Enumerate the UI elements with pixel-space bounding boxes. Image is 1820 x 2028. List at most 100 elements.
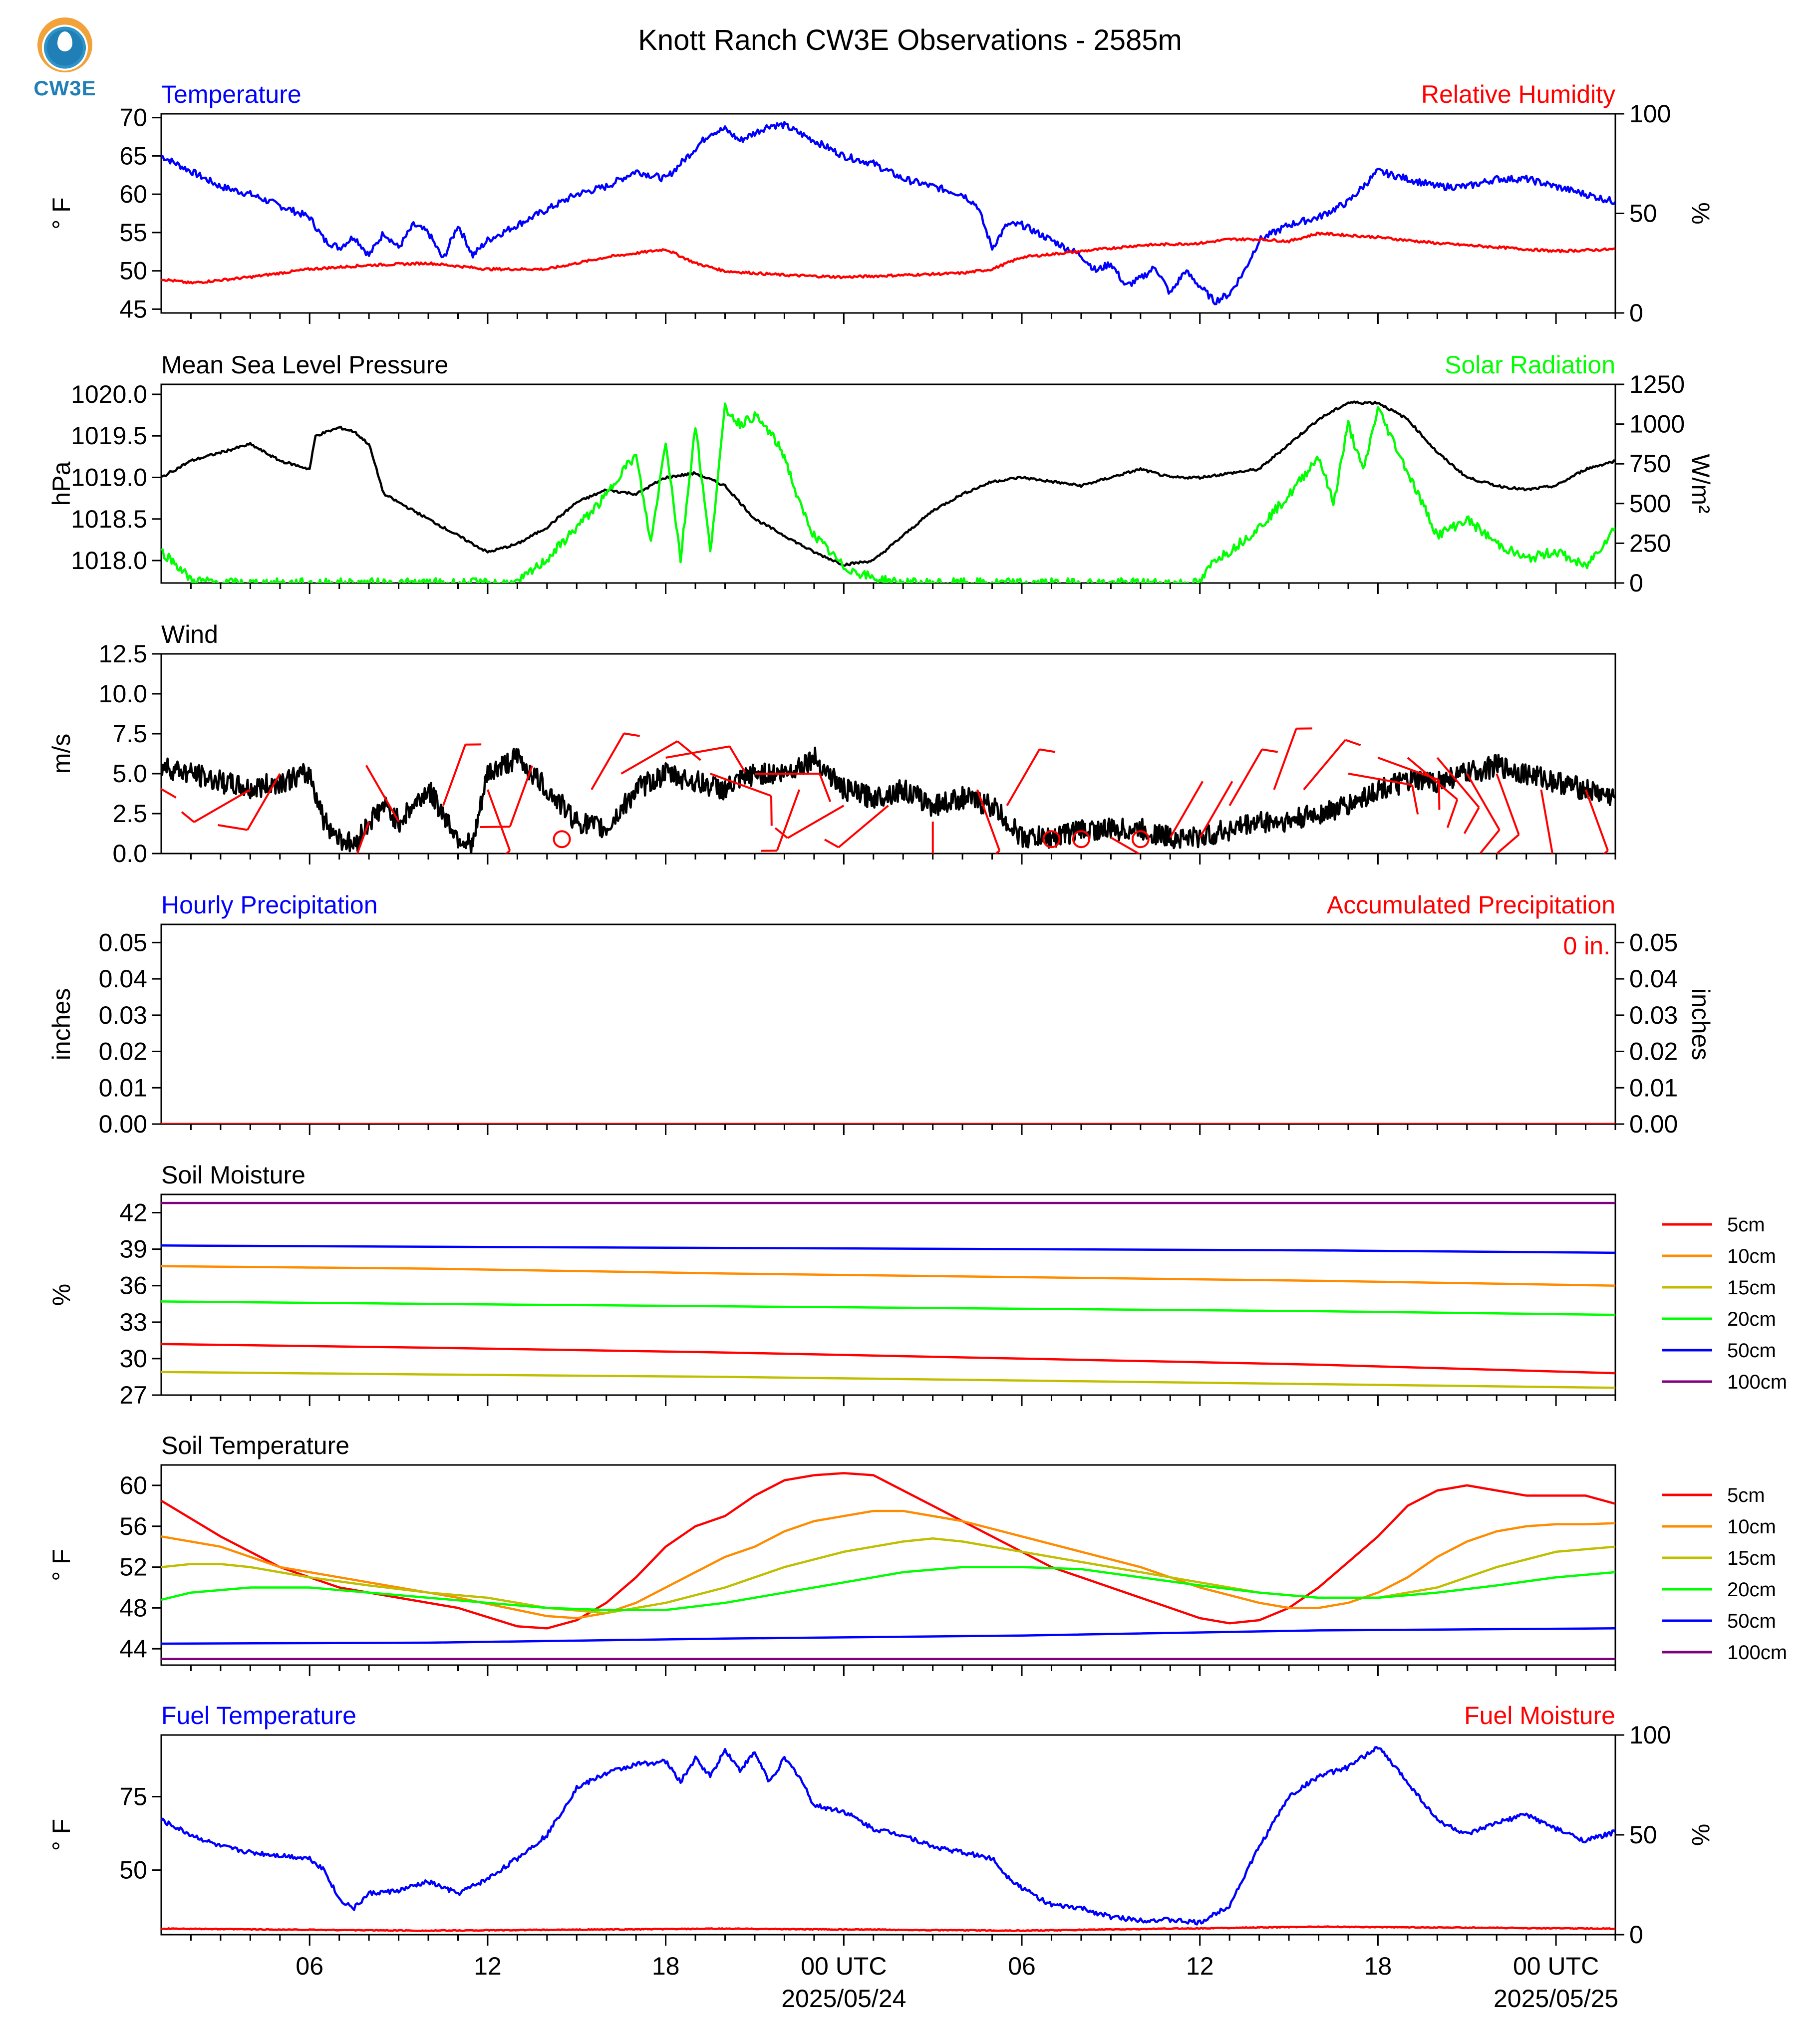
panel-title-left: Mean Sea Level Pressure [161,351,448,379]
legend-label: 100cm [1727,1642,1787,1664]
wind-barb [365,765,400,822]
panel-title-left: Soil Temperature [161,1432,349,1459]
x-tick-label: 00 UTC [1513,1952,1599,1980]
wind-barb [1006,748,1056,806]
y-axis-label-left: ° F [47,1549,75,1581]
wind-barb [1466,773,1501,854]
panel-soil_moisture: Soil Moisture 27 30 33 36 39 42% 5cm 10cm 15cm 20c… [47,1161,1787,1409]
y-tick-label-left: 33 [119,1308,147,1336]
y-tick-label-left: 0.04 [99,965,147,993]
y-tick-label-right: 100 [1629,100,1671,128]
panel-frame [160,113,1616,314]
panel-wind: Wind 0.0 2.5 5.0 7.5 10.0 12.5 m/s [47,620,1616,868]
y-tick-label-left: 36 [119,1272,147,1300]
chart-title: Knott Ranch CW3E Observations - 2585m [638,24,1182,56]
y-tick-label-right: 0.05 [1629,928,1678,956]
y-tick-label-left: 50 [119,1856,147,1884]
x-tick-label: 12 [1186,1952,1214,1980]
panel-title-left: Wind [161,620,218,648]
y-tick-label-left: 1020.0 [71,380,147,408]
wind-barb [480,765,533,828]
y-tick-label-left: 56 [119,1512,147,1540]
panels: Temperature Relative Humidity 45 50 55 60 65 70… [47,80,1787,1949]
series-mean-sea-level-pressure [161,400,1615,567]
y-tick-label-left: 55 [119,219,147,247]
y-tick-label-left: 45 [119,295,147,323]
wind-barb-calm [553,830,571,849]
y-tick-label-right: 750 [1629,450,1671,478]
panel-title-right: Fuel Moisture [1464,1702,1615,1730]
wind-barb-calm [1042,830,1061,849]
y-tick-label-left: 52 [119,1553,147,1581]
y-tick-label-right: 1000 [1629,410,1685,438]
x-tick-label: 06 [296,1952,323,1980]
series-5cm [161,1472,1615,1630]
panel-soil_temperature: Soil Temperature 44 48 52 56 60 ° F 5cm 10cm 15cm… [47,1432,1787,1676]
legend-label: 15cm [1727,1547,1776,1569]
panel-frame [160,1193,1616,1396]
y-tick-label-left: 1019.0 [71,464,147,492]
y-tick-label-right: 0.00 [1629,1110,1678,1138]
legend-soil_temperature: 5cm 10cm 15cm 20cm 50cm 100cm [1662,1484,1787,1664]
panel-data-pressure [161,400,1615,583]
series-50cm [161,1244,1615,1254]
wind-barb [1584,789,1609,854]
legend-label: 100cm [1727,1371,1787,1393]
wind-barb [1228,748,1278,806]
y-tick-label-right: 50 [1629,1821,1657,1849]
y-tick-label-left: 1019.5 [71,422,147,450]
legend-label: 15cm [1727,1277,1776,1299]
series-20cm [161,1566,1615,1611]
wind-barb [161,788,177,799]
y-tick-label-left: 39 [119,1235,147,1263]
y-axis-label-right: inches [1687,988,1715,1061]
panel-fuel: Fuel Temperature Fuel Moisture 50 75 0 50 100 °… [47,1702,1715,1949]
y-tick-label-left: 75 [119,1783,147,1811]
logo-drop-icon [57,31,72,51]
series-temperature [161,121,1615,305]
y-axis-label-right: W/m² [1687,454,1715,513]
panel-title-right: Solar Radiation [1445,351,1615,379]
series-5cm [161,1343,1615,1375]
y-tick-label-left: 1018.5 [71,505,147,533]
series-50cm [161,1627,1615,1645]
wind-barb [1169,781,1204,838]
y-axis-label-left: % [47,1284,75,1306]
panel-frame [160,653,1616,855]
wind-barb [1199,781,1233,838]
wind-barb-calm [1072,830,1090,849]
y-tick-label-left: 65 [119,142,147,170]
y-tick-label-left: 0.01 [99,1074,147,1102]
panel-temperature: Temperature Relative Humidity 45 50 55 60 65 70… [47,80,1715,327]
y-tick-label-left: 10.0 [99,680,147,708]
y-tick-label-left: 0.02 [99,1038,147,1066]
series-15cm [161,1371,1615,1389]
y-tick-label-left: 60 [119,180,147,208]
x-tick-label: 18 [652,1952,680,1980]
wind-barb [1540,789,1553,854]
wind-barb [761,789,801,852]
y-tick-label-right: 1250 [1629,370,1685,398]
legend-label: 10cm [1727,1245,1776,1267]
y-tick-label-left: 7.5 [112,720,147,748]
x-tick-label: 12 [474,1952,502,1980]
series-relative-humidity [161,232,1615,285]
y-axis-label-left: ° F [47,1819,75,1851]
wind-barb [356,821,370,854]
y-tick-label-right: 100 [1629,1721,1671,1749]
series-fuel-moisture [161,1925,1615,1932]
y-tick-label-right: 500 [1629,490,1671,518]
legend-label: 5cm [1727,1484,1765,1506]
y-tick-label-right: 0 [1629,569,1643,597]
cw3e-logo: CW3E [27,17,102,107]
wind-barb [591,732,640,790]
series-10cm [161,1265,1615,1287]
y-tick-label-right: 0 [1629,299,1643,327]
y-tick-label-left: 27 [119,1381,147,1409]
x-tick-sublabel: 2025/05/24 [781,1985,906,2013]
legend-label: 50cm [1727,1340,1776,1362]
y-tick-label-left: 0.00 [99,1110,147,1138]
panel-precip: Hourly Precipitation Accumulated Precipit… [47,891,1715,1138]
wind-barb [1436,757,1480,834]
